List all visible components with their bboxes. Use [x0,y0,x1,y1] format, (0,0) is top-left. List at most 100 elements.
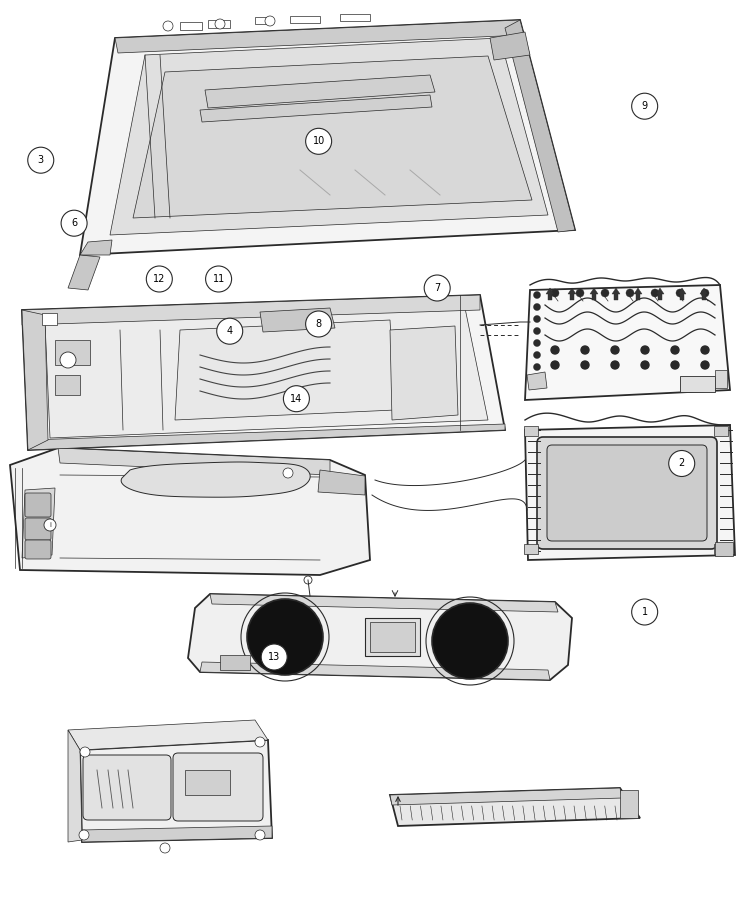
Circle shape [305,311,332,337]
Circle shape [305,129,332,154]
Circle shape [261,644,288,670]
Bar [715,542,733,556]
Circle shape [534,303,540,310]
Text: 8: 8 [316,319,322,329]
Text: 2: 2 [679,458,685,469]
Text: i: i [49,522,51,528]
Polygon shape [68,255,100,290]
Circle shape [80,747,90,757]
Circle shape [163,21,173,31]
Circle shape [534,352,540,358]
Polygon shape [678,288,686,300]
Circle shape [160,843,170,853]
Circle shape [676,289,684,297]
Bar [714,426,728,436]
Polygon shape [700,288,708,300]
Polygon shape [110,38,548,235]
Circle shape [534,328,540,335]
Polygon shape [121,462,310,497]
Bar [180,22,202,30]
Text: 14: 14 [290,393,302,404]
Circle shape [641,346,649,354]
Circle shape [255,830,265,840]
Circle shape [611,361,619,369]
Circle shape [79,830,89,840]
Circle shape [44,519,56,531]
Circle shape [27,148,54,173]
Circle shape [247,599,323,675]
Polygon shape [58,448,330,475]
Circle shape [60,352,76,368]
Polygon shape [390,788,640,826]
Text: 10: 10 [313,136,325,147]
Polygon shape [210,594,558,612]
Bar [185,770,230,795]
Polygon shape [22,488,55,558]
Polygon shape [22,295,480,325]
Circle shape [551,361,559,369]
Circle shape [701,361,709,369]
Circle shape [701,289,709,297]
Polygon shape [10,448,370,575]
Polygon shape [505,20,575,232]
Polygon shape [205,75,435,108]
FancyBboxPatch shape [25,518,51,540]
Polygon shape [612,288,620,300]
Circle shape [671,361,679,369]
Circle shape [641,361,649,369]
Polygon shape [115,20,524,53]
Text: 4: 4 [227,326,233,337]
Circle shape [576,289,584,297]
Text: 7: 7 [434,283,440,293]
Circle shape [205,266,232,292]
Bar [290,16,320,23]
Polygon shape [82,826,272,842]
Bar [208,20,230,28]
Circle shape [551,289,559,297]
Circle shape [534,316,540,322]
Bar [680,376,715,392]
Circle shape [534,364,540,371]
Circle shape [432,603,508,679]
Circle shape [534,339,540,346]
Polygon shape [546,288,554,300]
Polygon shape [490,32,530,60]
Polygon shape [200,95,432,122]
Text: 9: 9 [642,101,648,112]
Polygon shape [525,425,735,560]
Polygon shape [188,594,572,680]
Polygon shape [80,20,575,255]
Circle shape [626,289,634,297]
Circle shape [611,346,619,354]
Bar [524,426,538,436]
Circle shape [215,19,225,29]
FancyBboxPatch shape [547,445,707,541]
Bar [370,622,415,652]
Circle shape [631,94,658,119]
Polygon shape [634,288,642,300]
Circle shape [304,576,312,584]
Text: 13: 13 [268,652,280,662]
Polygon shape [175,320,395,420]
Circle shape [551,346,559,354]
Bar [42,313,57,325]
Circle shape [283,386,310,411]
Circle shape [631,599,658,625]
Circle shape [701,346,709,354]
Polygon shape [80,740,272,842]
FancyBboxPatch shape [25,540,51,559]
Text: 6: 6 [71,218,77,229]
Polygon shape [133,56,532,218]
Bar [340,14,370,21]
Text: 1: 1 [642,607,648,617]
Polygon shape [68,720,268,750]
Polygon shape [200,662,550,680]
Bar [55,375,80,395]
Polygon shape [390,788,622,805]
Circle shape [534,375,540,382]
FancyBboxPatch shape [537,437,717,549]
Text: 12: 12 [153,274,165,284]
Polygon shape [80,240,112,255]
Circle shape [668,451,695,476]
Text: 11: 11 [213,274,225,284]
